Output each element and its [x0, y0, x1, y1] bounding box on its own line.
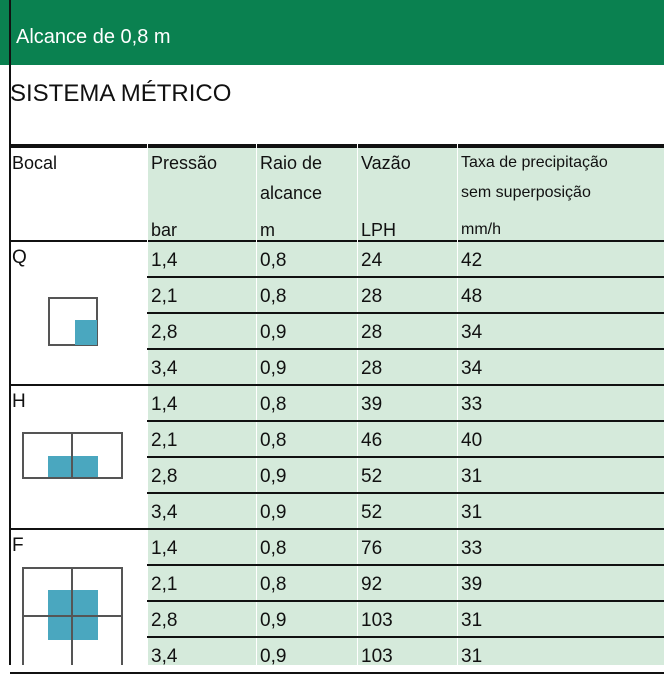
nozzle-label: H: [12, 391, 26, 412]
row-line: [147, 636, 664, 638]
column-unit: mm/h: [461, 221, 501, 238]
cell: 3,4: [151, 502, 178, 523]
cell: 31: [461, 646, 483, 667]
cell: 2,1: [151, 574, 178, 595]
icon-q: [48, 297, 98, 346]
cell: 0,8: [260, 538, 287, 559]
cell: 1,4: [151, 538, 178, 559]
column-header: Bocal: [12, 153, 58, 173]
cell: 52: [361, 466, 383, 487]
cell: 39: [461, 574, 483, 595]
cell: 103: [361, 610, 393, 631]
row-line: [147, 564, 664, 566]
cell: 0,8: [260, 574, 287, 595]
header-line: [147, 240, 664, 242]
cell: 3,4: [151, 646, 178, 667]
group-line: [10, 384, 147, 386]
cell: 28: [361, 286, 383, 307]
column-unit: m: [260, 220, 275, 240]
column-divider: [357, 144, 358, 665]
cell: 31: [461, 610, 483, 631]
row-line: [147, 348, 664, 350]
group-line: [10, 672, 147, 674]
column-unit: bar: [151, 220, 178, 240]
cell: 76: [361, 538, 383, 559]
row-line: [147, 456, 664, 458]
cell: 103: [361, 646, 393, 667]
column-header: Taxa de precipitação: [461, 154, 608, 171]
cell: 52: [361, 502, 383, 523]
cell: 0,8: [260, 430, 287, 451]
green-area: [147, 148, 664, 665]
cell: 92: [361, 574, 383, 595]
cell: 0,8: [260, 286, 287, 307]
cell: 0,9: [260, 502, 287, 523]
cell: 0,8: [260, 250, 287, 271]
nozzle-label: Q: [12, 247, 27, 268]
cell: 2,8: [151, 466, 178, 487]
row-line: [147, 276, 664, 278]
column-header: alcance: [260, 183, 323, 203]
column-divider: [256, 144, 257, 665]
cell: 28: [361, 358, 383, 379]
cell: 48: [461, 286, 483, 307]
cell: 0,9: [260, 610, 287, 631]
left-border: [9, 0, 11, 665]
cell: 1,4: [151, 250, 178, 271]
column-header: Vazão: [361, 153, 411, 173]
cell: 2,8: [151, 610, 178, 631]
row-line: [147, 312, 664, 314]
icon-h: [22, 432, 123, 479]
row-line: [147, 672, 664, 674]
cell: 2,8: [151, 322, 178, 343]
cell: 31: [461, 502, 483, 523]
row-line: [147, 492, 664, 494]
row-line: [147, 528, 664, 530]
icon-f: [22, 567, 123, 665]
cell: 2,1: [151, 430, 178, 451]
column-unit: LPH: [361, 220, 397, 240]
cell: 31: [461, 466, 483, 487]
cell: 0,9: [260, 466, 287, 487]
cell: 40: [461, 430, 483, 451]
cell: 2,1: [151, 286, 178, 307]
cell: 0,9: [260, 646, 287, 667]
rule: [10, 144, 664, 148]
cell: 0,9: [260, 358, 287, 379]
column-header: Raio de: [260, 153, 323, 173]
column-divider: [147, 144, 148, 665]
cell: 33: [461, 394, 483, 415]
cell: 0,9: [260, 322, 287, 343]
cell: 39: [361, 394, 383, 415]
header-line: [10, 240, 147, 242]
column-header: sem superposição: [461, 184, 591, 201]
subtitle: SISTEMA MÉTRICO: [10, 80, 232, 107]
nozzle-label: F: [12, 535, 24, 556]
cell: 28: [361, 322, 383, 343]
row-line: [147, 600, 664, 602]
cell: 1,4: [151, 394, 178, 415]
cell: 34: [461, 322, 483, 343]
group-line: [10, 528, 147, 530]
cell: 3,4: [151, 358, 178, 379]
cell: 46: [361, 430, 383, 451]
column-divider: [457, 144, 458, 665]
title: Alcance de 0,8 m: [16, 26, 171, 48]
column-header: Pressão: [151, 153, 218, 173]
row-line: [147, 420, 664, 422]
cell: 0,8: [260, 394, 287, 415]
cell: 34: [461, 358, 483, 379]
cell: 33: [461, 538, 483, 559]
cell: 24: [361, 250, 383, 271]
row-line: [147, 384, 664, 386]
header-bar: [0, 0, 664, 65]
cell: 42: [461, 250, 483, 271]
